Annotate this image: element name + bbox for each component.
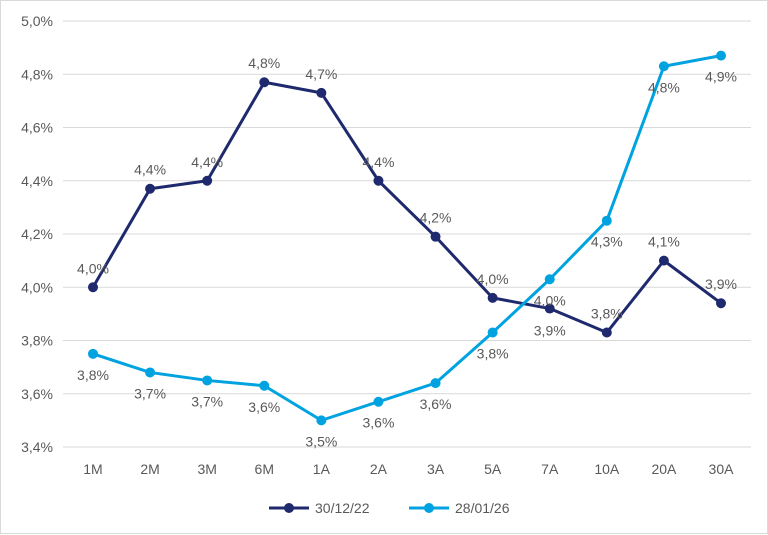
data-point [601,327,612,338]
x-tick-label: 20A [651,461,677,477]
legend-marker [284,503,294,513]
data-label: 4,4% [191,154,223,170]
data-point [544,303,555,314]
x-tick-label: 1A [313,461,331,477]
x-tick-label: 2A [370,461,388,477]
data-label: 3,6% [248,399,280,415]
data-label: 4,8% [648,79,680,95]
data-label: 4,8% [248,55,280,71]
data-point [487,327,498,338]
data-point [430,378,441,389]
data-label: 3,7% [191,393,223,409]
legend-label: 28/01/26 [455,500,510,516]
data-label: 4,3% [591,234,623,250]
y-tick-label: 3,4% [21,439,53,455]
data-label: 4,7% [305,66,337,82]
data-point [373,175,384,186]
x-tick-label: 6M [255,461,274,477]
data-point [716,50,726,61]
data-label: 3,6% [362,415,394,431]
x-tick-label: 7A [541,461,559,477]
y-tick-label: 4,6% [21,120,53,136]
data-point [716,298,726,309]
x-tick-label: 30A [709,461,735,477]
data-point [601,215,612,226]
data-point [487,292,498,303]
data-label: 4,4% [134,162,166,178]
data-label: 3,9% [534,323,566,339]
y-tick-label: 3,6% [21,386,53,402]
data-point [544,274,555,285]
x-tick-label: 10A [594,461,620,477]
legend-marker [424,503,434,513]
data-point [259,380,270,391]
data-label: 4,0% [534,292,566,308]
x-tick-label: 5A [484,461,502,477]
data-point [658,61,669,72]
data-label: 4,2% [420,210,452,226]
data-label: 3,7% [134,385,166,401]
y-tick-label: 4,0% [21,279,53,295]
series-line [91,80,722,335]
data-point [88,282,98,293]
data-label: 3,8% [77,367,109,383]
legend-label: 30/12/22 [315,500,370,516]
x-tick-label: 1M [83,461,102,477]
y-tick-label: 4,2% [21,226,53,242]
y-tick-label: 5,0% [21,13,53,29]
x-tick-label: 2M [140,461,159,477]
data-label: 4,1% [648,234,680,250]
x-tick-label: 3M [197,461,216,477]
data-label: 3,8% [591,306,623,322]
data-label: 3,8% [477,346,509,362]
y-tick-label: 3,8% [21,333,53,349]
data-point [658,255,669,266]
series-line [92,54,722,422]
data-point [88,348,98,359]
data-label: 4,0% [77,260,109,276]
data-point [145,367,156,378]
data-point [145,183,156,194]
data-label: 4,0% [477,271,509,287]
y-tick-label: 4,8% [21,66,53,82]
data-point [373,396,384,407]
data-point [202,375,213,386]
data-point [316,415,327,426]
data-point [259,77,270,88]
data-label: 3,9% [705,276,737,292]
y-tick-label: 4,4% [21,173,53,189]
data-point [316,87,327,98]
data-label: 3,5% [305,433,337,449]
data-label: 3,6% [420,396,452,412]
data-label: 4,9% [705,69,737,85]
data-point [202,175,213,186]
x-tick-label: 3A [427,461,445,477]
data-label: 4,4% [362,154,394,170]
data-point [430,231,441,242]
